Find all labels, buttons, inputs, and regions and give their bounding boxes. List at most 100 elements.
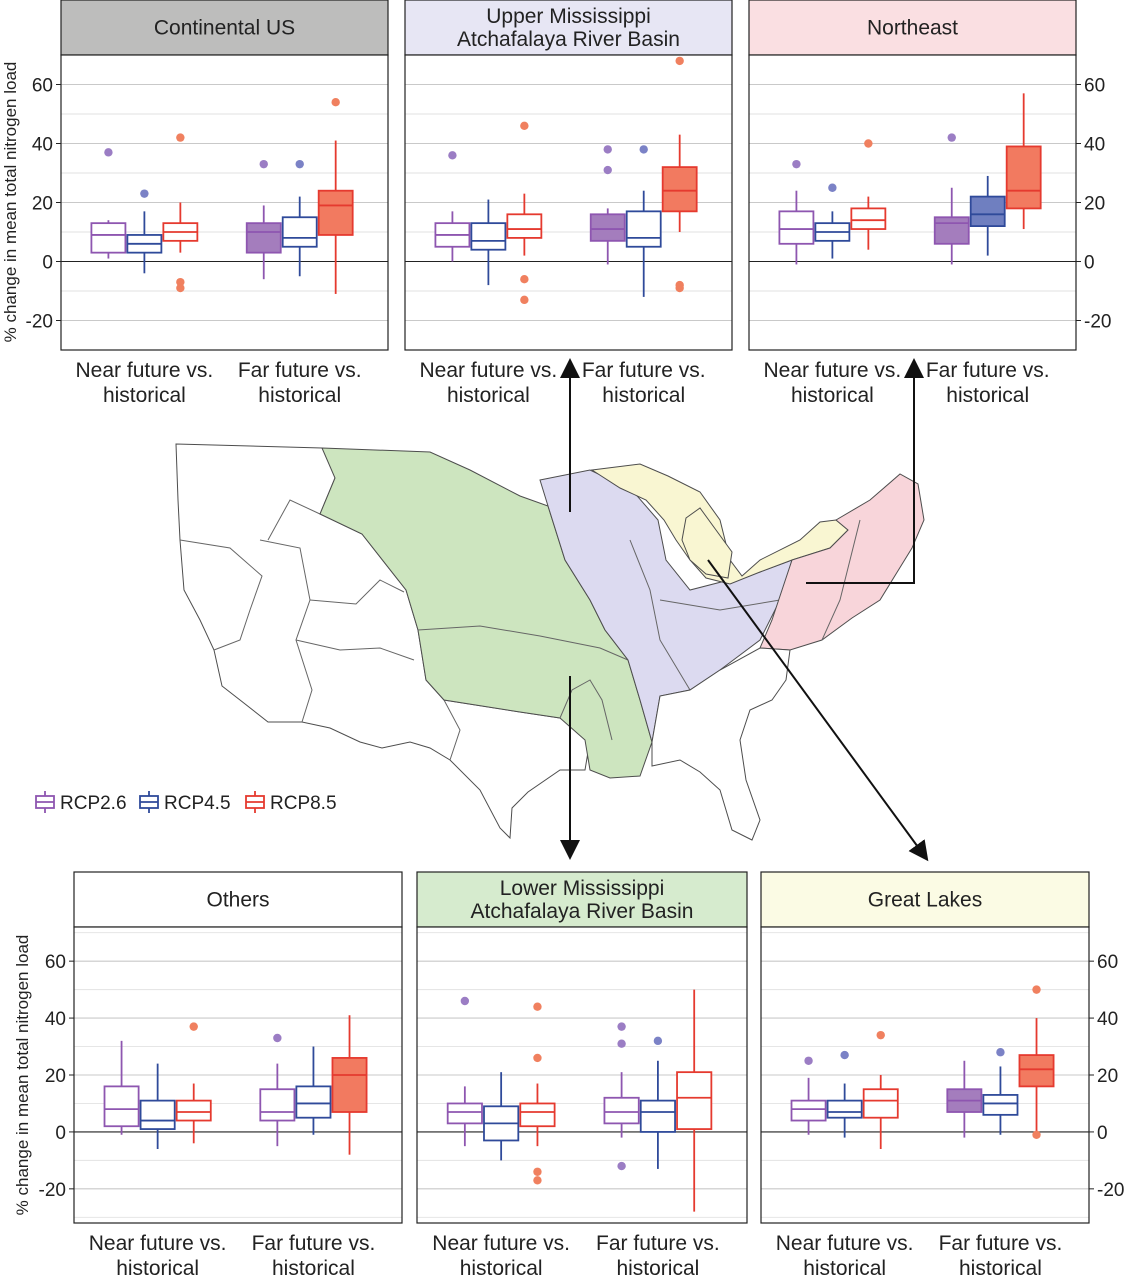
boxplot-rcp45 bbox=[295, 1046, 332, 1135]
outlier-point bbox=[104, 148, 113, 157]
boxplot-rcp45 bbox=[982, 1048, 1019, 1135]
box-iqr bbox=[933, 216, 970, 245]
outlier-point bbox=[520, 275, 529, 284]
facet-title: Atchafalaya River Basin bbox=[471, 900, 694, 923]
legend-label: RCP8.5 bbox=[270, 793, 337, 814]
box-iqr bbox=[639, 1099, 676, 1133]
outlier-point bbox=[1032, 985, 1041, 994]
legend-label: RCP2.6 bbox=[60, 793, 127, 814]
box-iqr bbox=[1005, 145, 1042, 210]
x-category-label: historical bbox=[959, 1257, 1042, 1280]
y-tick-label: 0 bbox=[55, 1123, 66, 1144]
boxplot-rcp26 bbox=[589, 145, 626, 265]
box-iqr bbox=[862, 1088, 899, 1119]
outlier-point bbox=[533, 1176, 542, 1185]
outlier-point bbox=[675, 56, 684, 66]
box-iqr bbox=[245, 222, 282, 254]
boxplot-rcp26 bbox=[103, 1040, 140, 1135]
legend-item: RCP4.5 bbox=[139, 791, 231, 814]
outlier-point bbox=[273, 1033, 282, 1043]
outlier-point bbox=[617, 1022, 626, 1031]
box-iqr bbox=[790, 1099, 827, 1122]
y-tick-label: 40 bbox=[1097, 1009, 1118, 1030]
outlier-point bbox=[603, 165, 612, 175]
facet-strip bbox=[60, 0, 389, 56]
boxplot-rcp85 bbox=[506, 121, 543, 305]
box-iqr bbox=[826, 1099, 863, 1119]
boxplot-rcp85 bbox=[1018, 985, 1055, 1139]
outlier-point bbox=[331, 98, 340, 107]
us-basin-map bbox=[175, 443, 925, 841]
x-category-label: historical bbox=[116, 1257, 199, 1280]
y-tick-label: 60 bbox=[32, 76, 53, 97]
boxplot-rcp45 bbox=[126, 189, 163, 274]
boxplot-rcp45 bbox=[814, 183, 851, 259]
box-iqr bbox=[676, 1071, 713, 1130]
outlier-point bbox=[828, 183, 837, 192]
boxplot-rcp45 bbox=[483, 1072, 520, 1161]
outlier-point bbox=[460, 996, 470, 1006]
box-iqr bbox=[603, 1096, 640, 1125]
box-iqr bbox=[850, 207, 887, 230]
map-southeast bbox=[651, 647, 791, 841]
y-tick-label: 40 bbox=[1084, 135, 1105, 156]
y-tick-label: 0 bbox=[1097, 1123, 1108, 1144]
outlier-point bbox=[603, 145, 612, 154]
facet-title: Lower Mississippi bbox=[500, 877, 665, 900]
x-category-label: Near future vs. bbox=[89, 1232, 227, 1255]
box-iqr bbox=[331, 1057, 368, 1113]
x-category-label: Near future vs. bbox=[420, 359, 558, 382]
box-iqr bbox=[259, 1088, 296, 1122]
map-internal-line-3 bbox=[309, 579, 405, 605]
outlier-point bbox=[840, 1050, 849, 1060]
box-iqr bbox=[519, 1102, 556, 1128]
boxplot-rcp85 bbox=[1005, 93, 1042, 230]
y-tick-label: 20 bbox=[32, 194, 53, 215]
boxplot-rcp85 bbox=[850, 139, 887, 250]
x-category-label: historical bbox=[602, 384, 685, 407]
boxplot-rcp85 bbox=[661, 56, 698, 293]
y-tick-label: -20 bbox=[1084, 312, 1111, 333]
outlier-point bbox=[533, 1002, 542, 1011]
arrow-great-lakes bbox=[707, 559, 929, 862]
outlier-point bbox=[176, 283, 185, 293]
map-lavender-internal bbox=[629, 539, 691, 691]
box-iqr bbox=[625, 210, 662, 248]
x-category-label: Far future vs. bbox=[582, 359, 706, 382]
outlier-point bbox=[140, 189, 149, 198]
x-category-label: Near future vs. bbox=[76, 359, 214, 382]
map-lavender-internal-2 bbox=[659, 599, 781, 611]
box-iqr bbox=[470, 222, 507, 251]
outlier-point bbox=[259, 159, 268, 169]
box-iqr bbox=[446, 1102, 483, 1125]
facet-title: Great Lakes bbox=[868, 889, 982, 912]
x-category-label: historical bbox=[616, 1257, 699, 1280]
map-internal-line-6 bbox=[443, 699, 461, 761]
plot-border bbox=[404, 54, 733, 351]
boxplot-rcp85 bbox=[676, 989, 713, 1212]
outlier-point bbox=[792, 159, 801, 169]
x-category-label: Far future vs. bbox=[596, 1232, 720, 1255]
legend: RCP2.6 RCP4.5 RCP8.5 bbox=[35, 791, 337, 814]
outlier-point bbox=[176, 133, 185, 142]
outlier-point bbox=[675, 283, 684, 293]
x-category-label: historical bbox=[103, 384, 186, 407]
x-category-label: Near future vs. bbox=[776, 1232, 914, 1255]
y-tick-label: 20 bbox=[1084, 194, 1105, 215]
y-tick-label: 60 bbox=[1084, 76, 1105, 97]
arrow-northeast bbox=[806, 358, 924, 584]
x-category-label: historical bbox=[272, 1257, 355, 1280]
map-internal-line-2 bbox=[179, 539, 263, 651]
boxplot-rcp26 bbox=[603, 1022, 640, 1171]
outlier-point bbox=[617, 1039, 626, 1048]
map-internal-line-1 bbox=[259, 539, 313, 723]
box-iqr bbox=[506, 213, 543, 239]
x-category-label: Near future vs. bbox=[432, 1232, 570, 1255]
box-iqr bbox=[1018, 1054, 1055, 1088]
boxplot-rcp26 bbox=[259, 1033, 296, 1147]
boxplot-rcp45 bbox=[281, 159, 318, 277]
